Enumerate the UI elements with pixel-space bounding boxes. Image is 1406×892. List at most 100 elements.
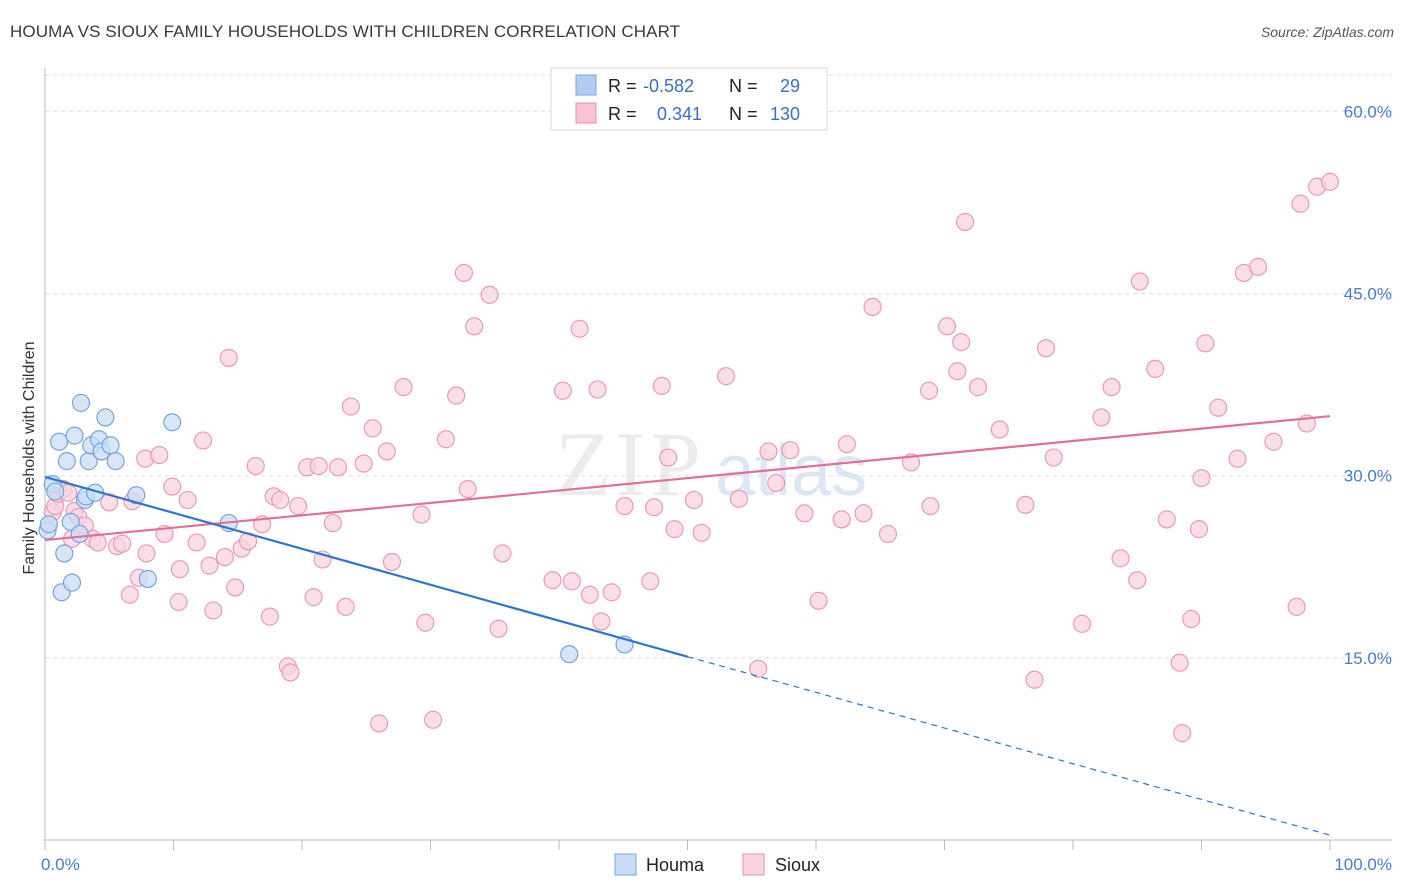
- sioux-point: [878, 524, 898, 544]
- legend-n-value-sioux: 130: [770, 104, 800, 124]
- sioux-point: [652, 376, 671, 395]
- sioux-point: [370, 714, 389, 733]
- legend-n-label-sioux: N =: [729, 104, 758, 124]
- sioux-point: [289, 497, 308, 516]
- watermark: ZIP atlas: [555, 413, 867, 515]
- sioux-point: [659, 448, 678, 467]
- houma-point: [96, 408, 115, 427]
- sioux-point: [382, 552, 402, 571]
- sioux-point: [436, 430, 455, 449]
- sioux-point: [120, 585, 139, 604]
- sioux-point: [592, 612, 611, 631]
- sioux-point: [1173, 724, 1192, 743]
- sioux-trend-line: [44, 415, 1331, 542]
- bottom-legend-swatch-sioux: [742, 853, 765, 876]
- sioux-point: [377, 442, 396, 461]
- sioux-point: [1157, 510, 1176, 529]
- houma-point: [101, 436, 120, 455]
- sioux-point: [952, 333, 971, 352]
- sioux-point: [1228, 449, 1247, 468]
- sioux-point: [1128, 571, 1147, 590]
- legend-r-label-houma: R =: [608, 76, 637, 96]
- sioux-point: [580, 585, 599, 604]
- sioux-point: [394, 378, 413, 397]
- sioux-point: [641, 572, 660, 591]
- legend-n-value-houma: 29: [780, 76, 800, 96]
- houma-point: [560, 645, 579, 664]
- houma-trend-extension: [687, 656, 1331, 836]
- sioux-point: [1130, 272, 1149, 291]
- houma-point: [65, 426, 84, 445]
- sioux-point: [645, 498, 664, 517]
- sioux-point: [956, 212, 975, 231]
- sioux-point: [204, 601, 223, 620]
- sioux-point: [424, 710, 443, 729]
- sioux-point: [323, 514, 342, 533]
- sioux-point: [832, 510, 851, 529]
- sioux-point: [187, 533, 206, 552]
- sioux-point: [215, 548, 234, 567]
- sioux-point: [416, 613, 435, 632]
- houma-point: [61, 512, 80, 531]
- bottom-legend-houma: Houma: [646, 855, 705, 875]
- houma-point: [138, 569, 157, 588]
- sioux-point: [480, 285, 499, 304]
- sioux-point: [684, 490, 703, 510]
- sioux-point: [1036, 339, 1056, 358]
- scatter-points: [38, 172, 1340, 743]
- sioux-point: [328, 458, 348, 477]
- sioux-point: [412, 505, 431, 524]
- houma-point: [46, 482, 65, 501]
- sioux-point: [1291, 194, 1310, 213]
- sioux-point: [170, 560, 189, 579]
- houma-point: [57, 452, 76, 471]
- sioux-point: [990, 420, 1009, 439]
- sioux-point: [200, 556, 219, 575]
- sioux-point: [194, 431, 213, 450]
- sioux-point: [1248, 257, 1268, 276]
- houma-point: [55, 544, 74, 563]
- x-tick-label: 100.0%: [1334, 855, 1392, 874]
- sioux-point: [902, 453, 921, 472]
- sioux-point: [837, 435, 856, 454]
- houma-trend-line: [44, 475, 688, 658]
- sioux-point: [1192, 469, 1211, 488]
- sioux-point: [570, 319, 589, 338]
- sioux-point: [304, 588, 323, 607]
- y-tick-label: 15.0%: [1344, 649, 1392, 668]
- y-tick-labels: 15.0% 30.0% 45.0% 60.0%: [1344, 102, 1392, 667]
- y-tick-label: 60.0%: [1344, 102, 1392, 121]
- sioux-point: [562, 572, 581, 591]
- sioux-point: [920, 381, 939, 400]
- sioux-point: [309, 456, 328, 476]
- sioux-point: [1016, 495, 1035, 514]
- sioux-point: [271, 490, 290, 510]
- sioux-point: [226, 578, 245, 597]
- sioux-point: [493, 544, 512, 563]
- grid-lines: [45, 74, 1392, 659]
- sioux-point: [948, 362, 967, 381]
- sioux-point: [1102, 378, 1121, 397]
- sioux-point: [602, 583, 621, 602]
- x-tick-label: 0.0%: [41, 855, 80, 874]
- sioux-point: [246, 456, 265, 476]
- sioux-point: [336, 597, 355, 616]
- source-label: Source: ZipAtlas.com: [1260, 24, 1394, 40]
- y-tick-label: 45.0%: [1344, 285, 1392, 304]
- sioux-point: [341, 397, 360, 416]
- sioux-point: [260, 607, 279, 626]
- sioux-point: [716, 367, 736, 386]
- sioux-point: [1209, 398, 1228, 417]
- houma-point: [50, 432, 69, 451]
- sioux-point: [454, 263, 473, 282]
- sioux-point: [968, 378, 987, 397]
- sioux-point: [150, 446, 169, 465]
- sioux-point: [1287, 597, 1306, 616]
- sioux-point: [137, 544, 156, 563]
- sioux-point: [863, 297, 882, 316]
- stats-legend: R = -0.582 N = 29 R = 0.341 N = 130: [550, 67, 828, 131]
- legend-r-value-houma: -0.582: [643, 76, 694, 96]
- bottom-legend-sioux: Sioux: [775, 855, 820, 875]
- sioux-point: [809, 591, 828, 610]
